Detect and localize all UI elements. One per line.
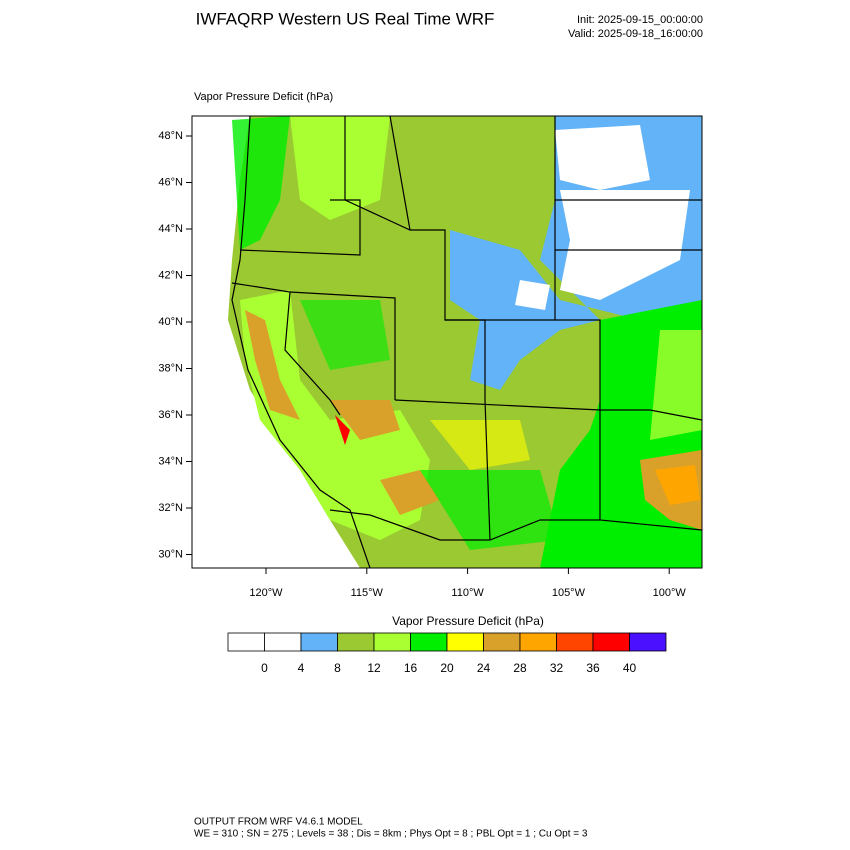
colorbar-box <box>300 632 338 652</box>
lon-label: 105°W <box>552 587 586 599</box>
colorbar-label: 0 <box>261 661 268 675</box>
colorbar-label: 8 <box>334 661 341 675</box>
colorbar-box <box>519 632 557 652</box>
colorbar-title: Vapor Pressure Deficit (hPa) <box>392 614 544 628</box>
colorbar-label: 32 <box>550 661 564 675</box>
footer-line: OUTPUT FROM WRF V4.6.1 MODEL <box>194 817 363 828</box>
colorbar-box <box>337 632 375 652</box>
footer-line: WE = 310 ; SN = 275 ; Levels = 38 ; Dis … <box>194 829 588 840</box>
lat-label: 36°N <box>158 409 183 421</box>
init-time: Init: 2025-09-15_00:00:00 <box>577 14 703 26</box>
lon-label: 115°W <box>351 587 384 599</box>
colorbar-box <box>264 632 302 652</box>
lat-label: 40°N <box>158 316 183 328</box>
valid-time: Valid: 2025-09-18_16:00:00 <box>568 28 703 40</box>
colorbar-box <box>592 632 630 652</box>
colorbar-box <box>373 632 411 652</box>
colorbar-label: 4 <box>298 661 305 675</box>
lat-label: 30°N <box>158 548 183 560</box>
lat-label: 38°N <box>158 362 183 374</box>
lon-label: 110°W <box>451 587 484 599</box>
lat-label: 44°N <box>158 223 183 235</box>
field-label: Vapor Pressure Deficit (hPa) <box>194 91 333 103</box>
lat-label: 32°N <box>158 502 183 514</box>
lat-label: 34°N <box>158 455 183 467</box>
colorbar-box <box>629 632 667 652</box>
colorbar-box <box>556 632 594 652</box>
colorbar-label: 24 <box>477 661 491 675</box>
colorbar-label: 36 <box>586 661 600 675</box>
colorbar-box <box>483 632 521 652</box>
lat-label: 46°N <box>158 176 183 188</box>
map-field <box>192 116 702 568</box>
colorbar-box <box>410 632 448 652</box>
colorbar-label: 28 <box>513 661 527 675</box>
lat-label: 48°N <box>158 130 183 142</box>
colorbar-box <box>446 632 484 652</box>
colorbar-label: 20 <box>440 661 454 675</box>
colorbar-box <box>227 632 265 652</box>
colorbar-label: 40 <box>623 661 637 675</box>
colorbar-label: 16 <box>404 661 418 675</box>
lon-label: 100°W <box>653 587 687 599</box>
map-frame <box>191 115 703 569</box>
title: IWFAQRP Western US Real Time WRF <box>196 9 495 28</box>
colorbar-label: 12 <box>367 661 381 675</box>
lon-label: 120°W <box>249 587 283 599</box>
lat-label: 42°N <box>158 269 183 281</box>
